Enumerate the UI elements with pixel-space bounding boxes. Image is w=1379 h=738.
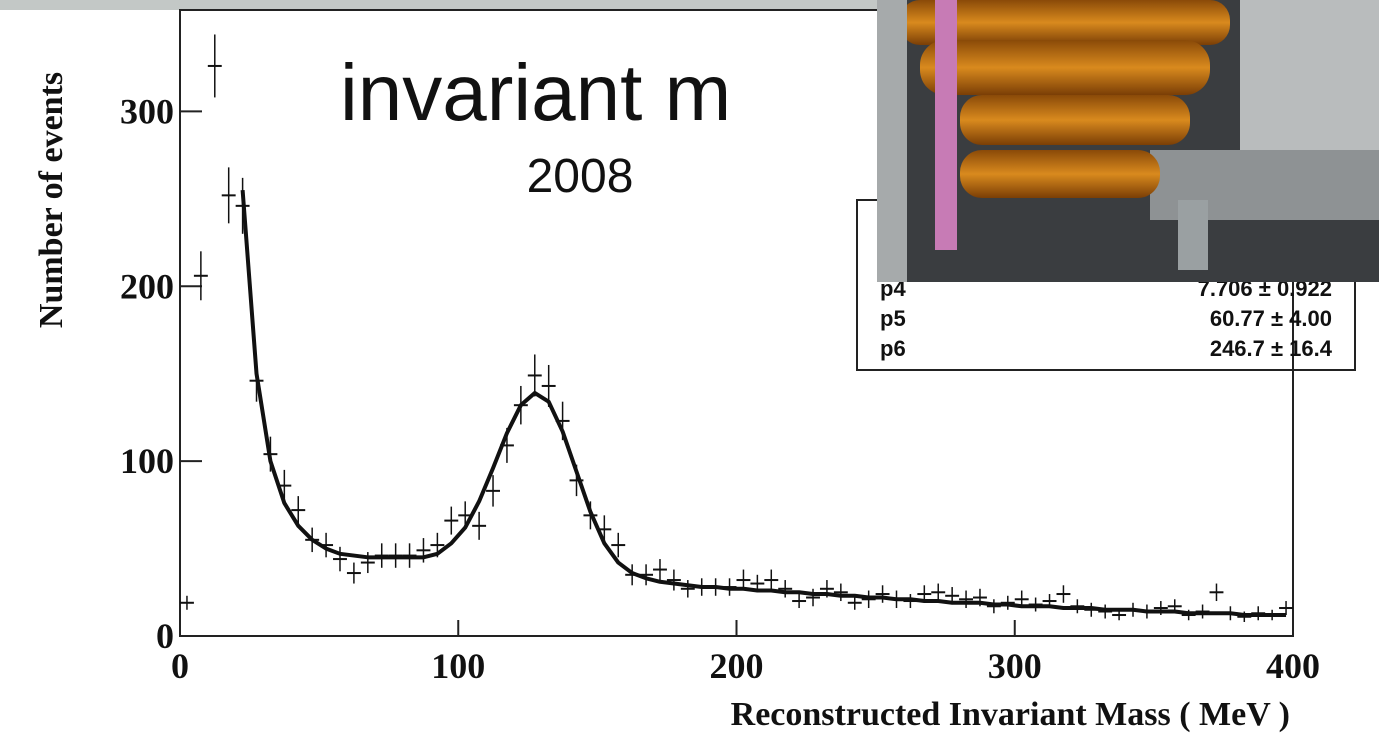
fit-curve	[240, 189, 1287, 618]
top-band	[0, 0, 1379, 10]
x-tick-label: 300	[988, 646, 1042, 686]
y-tick-label: 100	[120, 441, 174, 481]
slide-subtitle: 2008	[527, 150, 634, 203]
stat-value: 246.7 ± 16.4	[1210, 336, 1333, 361]
photo	[877, 0, 1379, 282]
x-tick-label: 0	[171, 646, 189, 686]
y-axis-label: Number of events	[33, 72, 70, 328]
y-tick-label: 0	[156, 616, 174, 656]
plot: 0 100 200 300 400 0 100 200 300	[120, 9, 1320, 686]
stat-name: p5	[880, 306, 906, 331]
x-tick-label: 200	[710, 646, 764, 686]
x-tick-label: 400	[1266, 646, 1320, 686]
y-tick-label: 300	[120, 91, 174, 131]
x-tick-label: 100	[431, 646, 485, 686]
y-tick-label: 200	[120, 266, 174, 306]
slide-title: invariant m	[340, 48, 731, 137]
stat-name: p6	[880, 336, 906, 361]
x-axis-label: Reconstructed Invariant Mass ( MeV )	[731, 696, 1290, 733]
stat-value: 60.77 ± 4.00	[1210, 306, 1332, 331]
